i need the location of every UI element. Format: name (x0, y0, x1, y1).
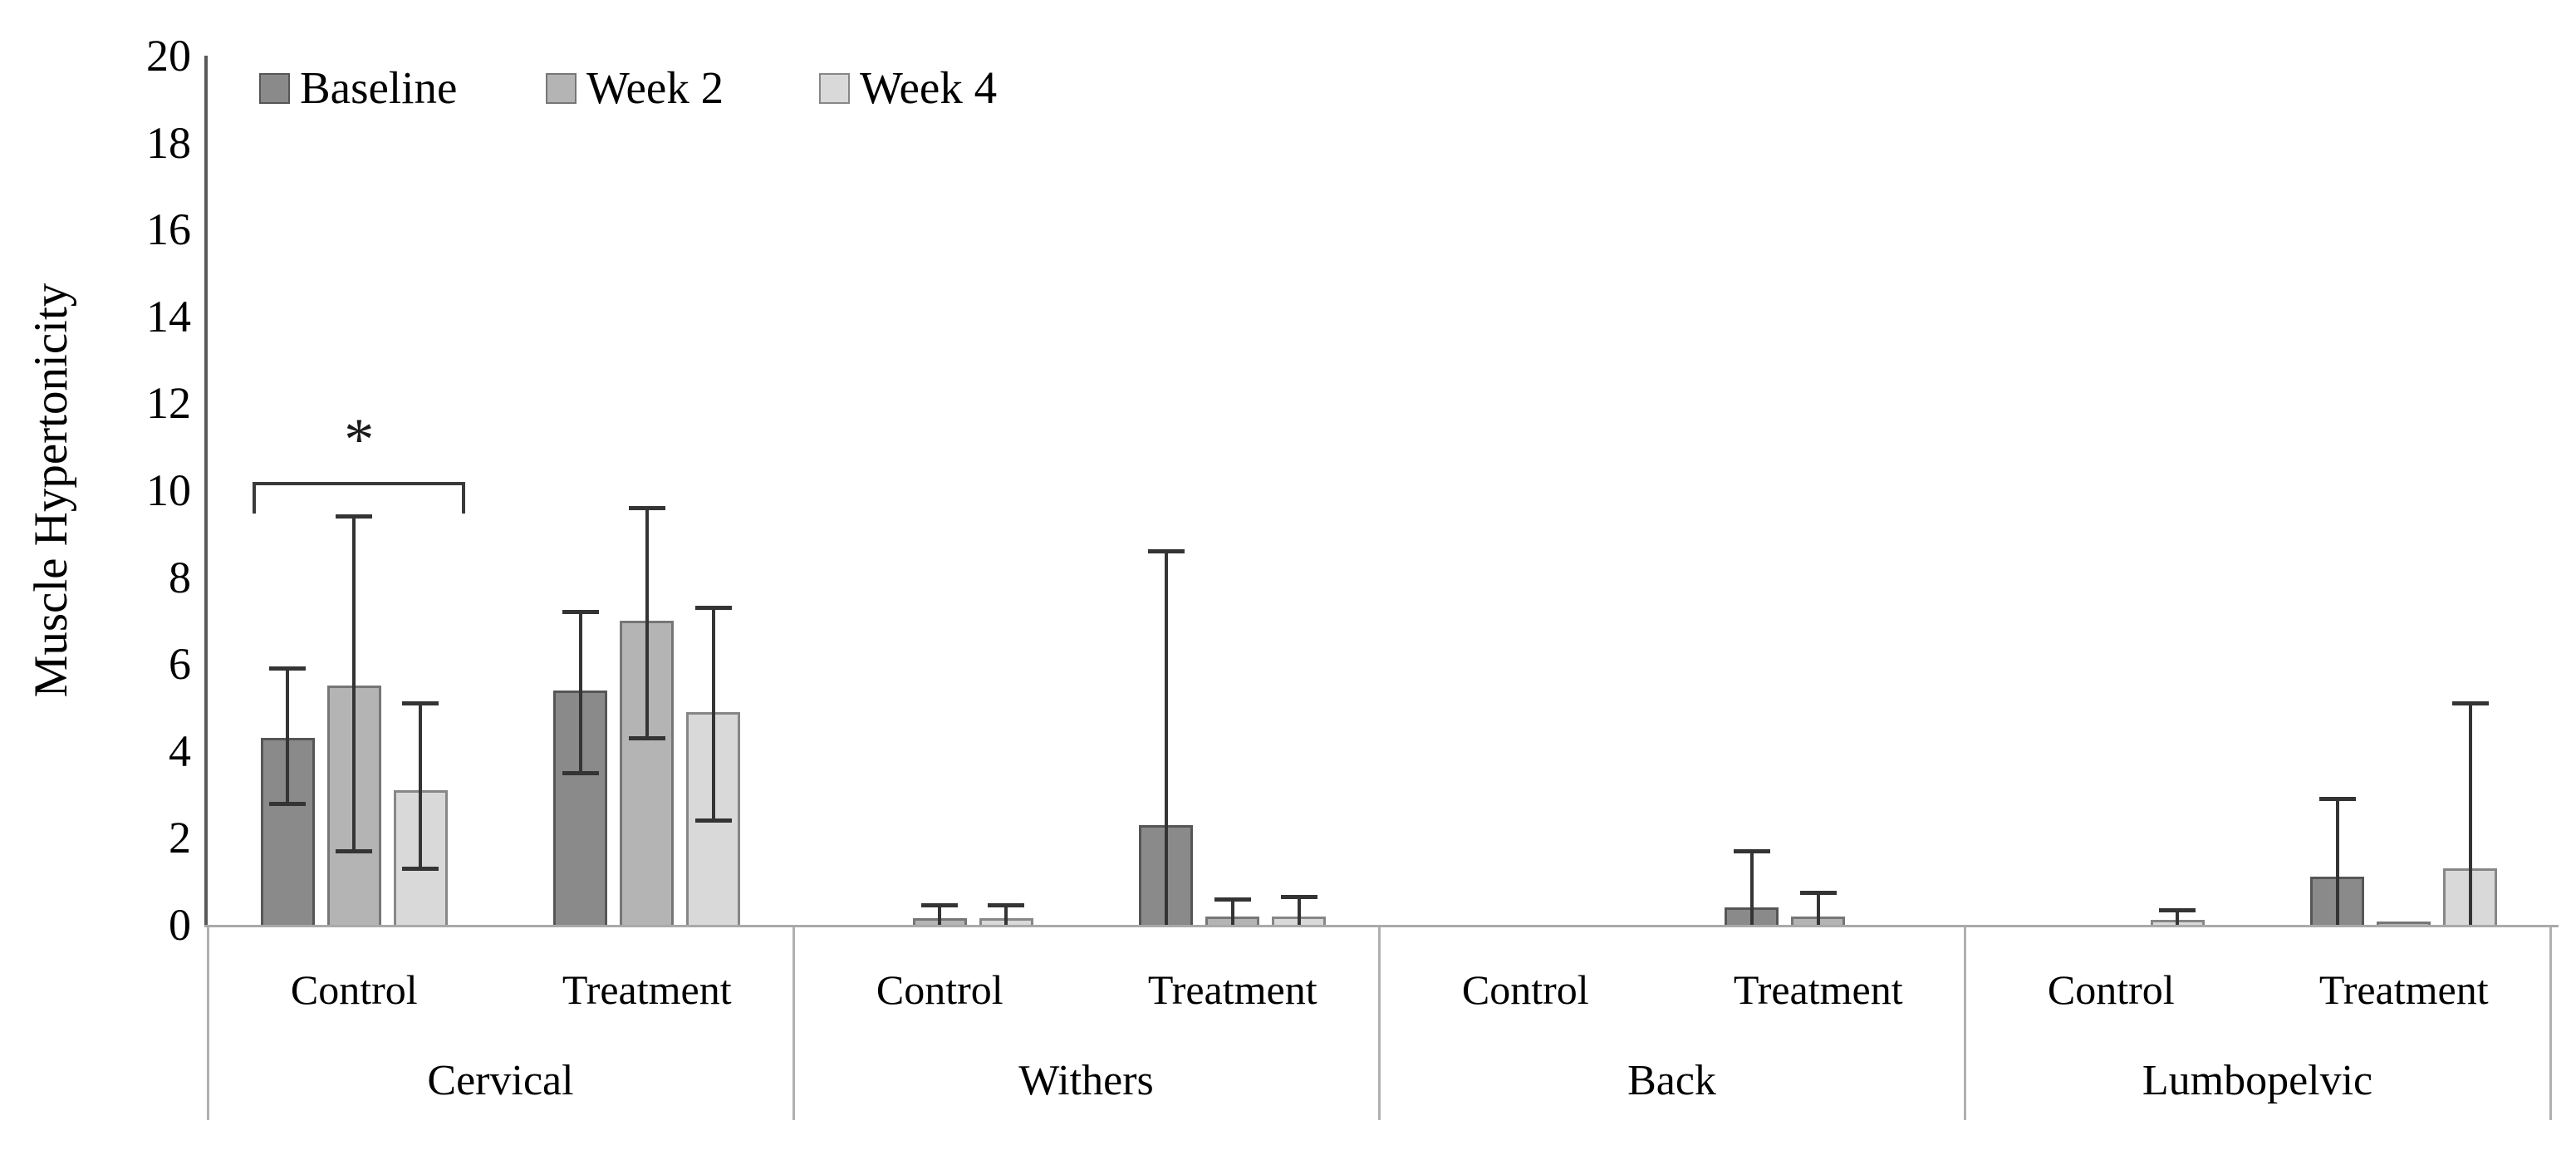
error-bar-cap (694, 818, 732, 823)
error-bar-line (419, 703, 423, 868)
subgroup-label: Treatment (562, 966, 732, 1013)
subgroup-label: Control (876, 966, 1003, 1013)
error-bar-line (578, 612, 582, 773)
subgroup-label: Treatment (1733, 966, 1903, 1013)
error-bar-cap (336, 849, 373, 854)
error-bar-line (1297, 897, 1301, 925)
error-bar-cap (269, 801, 307, 806)
error-bar-cap (921, 903, 959, 908)
legend-swatch (259, 73, 290, 104)
group-divider (792, 927, 795, 1120)
error-bar-cap (628, 505, 665, 510)
error-bar-cap (562, 610, 599, 615)
y-tick-label: 18 (146, 117, 191, 168)
error-bar-line (1230, 898, 1234, 925)
group-divider (206, 927, 209, 1120)
subgroup-label: Treatment (1147, 966, 1317, 1013)
error-bar-line (2468, 703, 2472, 925)
error-bar-cap (988, 903, 1025, 908)
group-label: Lumbopelvic (2142, 1057, 2373, 1104)
y-tick-label: 12 (146, 378, 191, 429)
error-bar-line (2335, 799, 2339, 925)
group-divider (1963, 927, 1966, 1120)
group-divider (1377, 927, 1381, 1120)
error-bar-cap (2159, 907, 2196, 912)
error-bar-line (1004, 905, 1008, 925)
error-bar-line (1164, 551, 1168, 925)
error-bar-cap (336, 514, 373, 519)
y-tick-label: 4 (169, 725, 191, 776)
error-bar-line (938, 905, 942, 925)
error-bar-cap (2318, 797, 2356, 802)
legend-swatch (546, 73, 577, 104)
subgroup-label: Control (2047, 966, 2175, 1013)
error-bar-cap (2451, 701, 2489, 706)
error-bar-cap (269, 666, 307, 671)
error-bar-cap (1733, 849, 1770, 854)
error-bar-line (1749, 851, 1754, 925)
error-bar-cap (1280, 895, 1317, 899)
x-axis-line (204, 925, 2559, 927)
group-label: Cervical (427, 1057, 574, 1104)
subgroup-label: Control (1461, 966, 1589, 1013)
group-label: Withers (1018, 1057, 1154, 1104)
y-tick-label: 14 (146, 291, 191, 342)
y-tick-label: 20 (146, 31, 191, 81)
legend-swatch (819, 73, 850, 104)
error-bar-line (286, 668, 290, 804)
significance-asterisk: * (344, 406, 375, 473)
error-bar-cap (402, 701, 439, 706)
y-tick-label: 6 (169, 639, 191, 690)
error-bar-cap (1799, 890, 1837, 895)
error-bar-line (1816, 892, 1820, 925)
legend-label: Baseline (300, 62, 458, 113)
error-bar-line (711, 607, 715, 821)
error-bar-cap (402, 867, 439, 871)
y-tick-label: 10 (146, 465, 191, 515)
y-tick-label: 2 (169, 813, 191, 863)
y-axis-line (204, 56, 208, 925)
y-tick-label: 0 (169, 900, 191, 950)
error-bar-line (645, 507, 649, 739)
subgroup-label: Treatment (2318, 966, 2489, 1013)
bar (2377, 922, 2431, 925)
significance-bracket (253, 481, 466, 514)
error-bar-cap (628, 736, 665, 741)
error-bar-cap (1147, 549, 1185, 554)
error-bar-line (352, 516, 356, 852)
group-divider (2549, 927, 2552, 1120)
error-bar-cap (562, 770, 599, 775)
error-bar-cap (1214, 897, 1251, 902)
legend-label: Week 2 (586, 62, 724, 113)
legend-label: Week 4 (860, 62, 998, 113)
bar (260, 738, 315, 925)
error-bar-line (2176, 909, 2180, 925)
y-tick-label: 8 (169, 552, 191, 602)
error-bar-cap (694, 606, 732, 611)
group-label: Back (1627, 1057, 1716, 1104)
y-tick-label: 16 (146, 204, 191, 255)
subgroup-label: Control (290, 966, 418, 1013)
